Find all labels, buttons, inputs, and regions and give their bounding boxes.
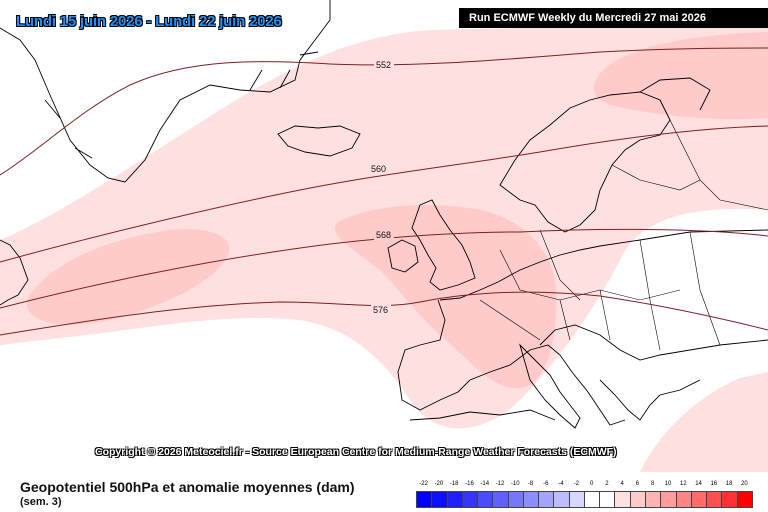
scale-label: -16: [465, 481, 474, 487]
scale-label: 6: [635, 481, 640, 487]
legend-subtitle: (sem. 3): [20, 496, 62, 508]
scale-label: -2: [573, 481, 580, 487]
forecast-period-title: Lundi 15 juin 2026 - Lundi 22 juin 2026: [16, 13, 282, 30]
scale-label: 8: [651, 481, 655, 487]
geopotential-contours: [0, 47, 768, 336]
scale-swatch: [721, 491, 738, 508]
scale-label: -20: [434, 481, 444, 487]
scale-label: -4: [558, 481, 564, 487]
scale-label: 4: [620, 481, 624, 487]
anomaly-area-medium-atlantic: [26, 229, 230, 325]
scale-swatch: [583, 491, 601, 508]
legend-title: Geopotentiel 500hPa et anomalie moyennes…: [20, 479, 355, 495]
color-scale-bar: [416, 491, 753, 508]
anomaly-area-medium-ne: [593, 32, 768, 120]
copyright-notice: Copyright © 2026 Meteociel.fr - Source E…: [95, 446, 617, 458]
scale-swatch: [446, 491, 463, 508]
map-canvas: 552 560 568 576: [0, 0, 768, 472]
scale-swatch: [629, 491, 646, 508]
scale-label: 0: [589, 481, 594, 487]
scale-swatch: [492, 491, 509, 508]
scale-label: 16: [710, 481, 718, 487]
coastlines: [0, 0, 768, 429]
scale-swatch: [477, 491, 494, 508]
run-info-banner: Run ECMWF Weekly du Mercredi 27 mai 2026: [459, 8, 768, 28]
scale-label: -6: [543, 481, 549, 487]
scale-swatch: [644, 491, 662, 508]
scale-label: -22: [419, 481, 428, 487]
scale-swatch: [599, 491, 616, 508]
scale-label: 20: [741, 481, 748, 487]
weather-map: 552 560 568 576 Lundi 15 juin 2026 - Lun…: [0, 0, 768, 472]
scale-swatch: [431, 491, 448, 508]
scale-swatch: [736, 491, 753, 508]
scale-label: -18: [449, 481, 459, 487]
scale-swatch: [461, 491, 479, 508]
scale-swatch: [706, 491, 723, 508]
scale-label: -12: [495, 481, 505, 487]
scale-label: -14: [480, 481, 490, 487]
scale-swatch: [568, 491, 585, 508]
scale-swatch: [614, 491, 631, 508]
scale-swatch: [522, 491, 540, 508]
scale-label: 2: [605, 481, 609, 487]
anomaly-area-light-se: [640, 372, 768, 472]
contour-560: [0, 125, 768, 263]
legend-footer: Geopotentiel 500hPa et anomalie moyennes…: [0, 472, 768, 512]
scale-label: -10: [510, 481, 520, 487]
scale-label: -8: [527, 481, 534, 487]
scale-swatch: [538, 491, 555, 508]
scale-label: 12: [679, 481, 687, 487]
scale-swatch: [507, 491, 524, 508]
contour-labels: 552 560 568 576: [369, 59, 394, 315]
contour-568: [0, 228, 768, 309]
scale-swatch: [416, 491, 433, 508]
contour-552: [0, 47, 768, 176]
contour-label-552: 552: [376, 60, 391, 70]
contour-576: [0, 291, 768, 336]
scale-label: 10: [664, 481, 672, 487]
contour-label-560: 560: [371, 164, 386, 174]
scale-label: 14: [695, 481, 702, 487]
anomaly-area-medium-west-europe: [334, 204, 557, 389]
scale-swatch: [553, 491, 570, 508]
color-scale-labels: -22 -20 -18 -16 -14 -12 -10 -8 -6 -4 -2 0 2 4 6 8 10 12 14…: [416, 481, 752, 491]
contour-label-576: 576: [373, 305, 388, 315]
contour-label-568: 568: [376, 230, 391, 240]
scale-swatch: [660, 491, 677, 508]
scale-swatch: [690, 491, 708, 508]
scale-swatch: [675, 491, 692, 508]
scale-label: 18: [725, 481, 733, 487]
